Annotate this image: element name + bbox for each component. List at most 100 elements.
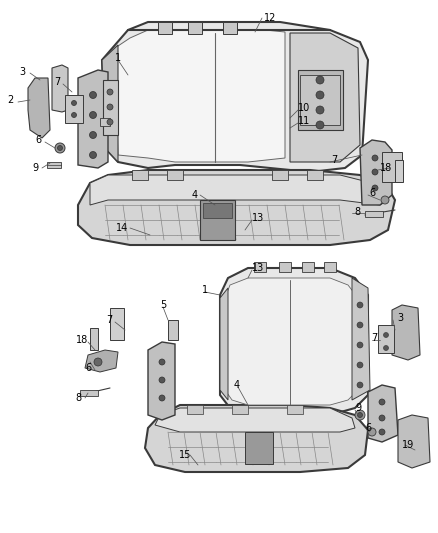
Text: 7: 7 xyxy=(371,333,377,343)
Text: 19: 19 xyxy=(402,440,414,450)
Circle shape xyxy=(57,146,63,150)
Circle shape xyxy=(159,359,165,365)
Bar xyxy=(307,170,323,180)
Text: 14: 14 xyxy=(116,223,128,233)
Bar xyxy=(378,325,394,353)
Bar xyxy=(47,162,61,168)
Bar xyxy=(287,405,303,414)
Text: 9: 9 xyxy=(32,163,38,173)
Bar xyxy=(395,160,403,182)
Polygon shape xyxy=(28,78,50,138)
Polygon shape xyxy=(220,288,228,400)
Circle shape xyxy=(379,415,385,421)
Bar xyxy=(245,432,273,464)
Circle shape xyxy=(159,377,165,383)
Circle shape xyxy=(379,399,385,405)
Bar xyxy=(365,211,383,217)
Text: 1: 1 xyxy=(202,285,208,295)
Text: 5: 5 xyxy=(160,300,166,310)
Circle shape xyxy=(357,413,363,417)
Text: 6: 6 xyxy=(365,423,371,433)
Polygon shape xyxy=(392,305,420,360)
Circle shape xyxy=(107,104,113,110)
Bar xyxy=(203,203,232,218)
Circle shape xyxy=(316,106,324,114)
Polygon shape xyxy=(78,70,108,168)
Circle shape xyxy=(71,112,77,117)
Bar xyxy=(103,80,118,135)
Circle shape xyxy=(379,429,385,435)
Text: 3: 3 xyxy=(397,313,403,323)
Text: 7: 7 xyxy=(54,77,60,87)
Circle shape xyxy=(357,302,363,308)
Text: 4: 4 xyxy=(234,380,240,390)
Circle shape xyxy=(357,322,363,328)
Text: 13: 13 xyxy=(252,213,264,223)
Text: 6: 6 xyxy=(369,188,375,198)
Polygon shape xyxy=(220,268,368,415)
Text: 3: 3 xyxy=(19,67,25,77)
Bar xyxy=(80,390,98,396)
Bar xyxy=(90,328,98,350)
Polygon shape xyxy=(368,385,398,442)
Circle shape xyxy=(94,358,102,366)
Circle shape xyxy=(384,333,389,337)
Bar xyxy=(382,152,402,182)
Text: 10: 10 xyxy=(298,103,310,113)
Bar xyxy=(232,405,248,414)
Circle shape xyxy=(381,196,389,204)
Polygon shape xyxy=(225,278,358,405)
Text: 13: 13 xyxy=(252,263,264,273)
Text: 9: 9 xyxy=(355,403,361,413)
Circle shape xyxy=(89,132,96,139)
Text: 8: 8 xyxy=(75,393,81,403)
Circle shape xyxy=(89,92,96,99)
Polygon shape xyxy=(148,342,175,420)
Bar xyxy=(132,170,148,180)
Text: 18: 18 xyxy=(380,163,392,173)
Polygon shape xyxy=(155,408,355,432)
Bar xyxy=(188,22,202,34)
Circle shape xyxy=(89,151,96,158)
Bar xyxy=(158,22,172,34)
Text: 18: 18 xyxy=(76,335,88,345)
Circle shape xyxy=(316,121,324,129)
Circle shape xyxy=(357,342,363,348)
Bar xyxy=(302,262,314,272)
Bar xyxy=(100,118,110,126)
Text: 12: 12 xyxy=(264,13,276,23)
Text: 2: 2 xyxy=(7,95,13,105)
Text: 8: 8 xyxy=(354,207,360,217)
Circle shape xyxy=(372,169,378,175)
Circle shape xyxy=(372,185,378,191)
Text: 7: 7 xyxy=(106,315,112,325)
Polygon shape xyxy=(398,415,430,468)
Polygon shape xyxy=(115,30,285,162)
Circle shape xyxy=(368,428,376,436)
Circle shape xyxy=(372,155,378,161)
Circle shape xyxy=(107,89,113,95)
Polygon shape xyxy=(360,140,392,205)
Text: 6: 6 xyxy=(85,363,91,373)
Polygon shape xyxy=(52,65,68,112)
Bar xyxy=(300,75,340,125)
Bar xyxy=(272,170,288,180)
Circle shape xyxy=(159,395,165,401)
Bar xyxy=(168,320,178,340)
Circle shape xyxy=(384,345,389,351)
Bar xyxy=(324,262,336,272)
Text: 15: 15 xyxy=(179,450,191,460)
Polygon shape xyxy=(290,33,360,162)
Bar xyxy=(298,70,343,130)
Polygon shape xyxy=(78,170,395,245)
Bar xyxy=(65,95,83,123)
Polygon shape xyxy=(85,350,118,372)
Bar xyxy=(254,262,266,272)
Text: 7: 7 xyxy=(331,155,337,165)
Polygon shape xyxy=(145,405,368,472)
Circle shape xyxy=(107,119,113,125)
Text: 11: 11 xyxy=(298,116,310,126)
Circle shape xyxy=(316,91,324,99)
Bar xyxy=(187,405,203,414)
Text: 6: 6 xyxy=(35,135,41,145)
